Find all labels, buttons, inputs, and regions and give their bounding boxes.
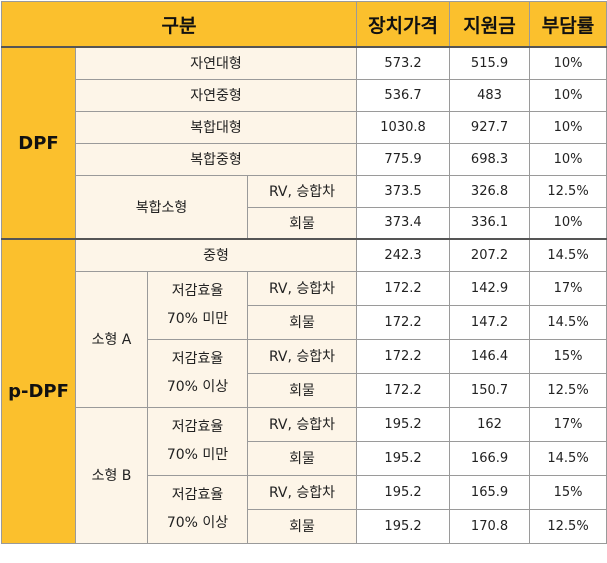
price-cell: 573.2 — [356, 46, 451, 80]
subsidy-cell: 927.7 — [449, 110, 531, 144]
subsidy-cell: 170.8 — [449, 508, 531, 544]
header-subsidy: 지원금 — [449, 1, 531, 48]
subsidy-cell: 207.2 — [449, 238, 531, 272]
price-cell: 195.2 — [356, 440, 451, 476]
table-row: 회물 195.2 166.9 14.5% — [2, 440, 607, 476]
table-row: 회물 172.2 150.7 12.5% — [2, 372, 607, 408]
table-row: 복합중형 775.9 698.3 10% — [2, 142, 607, 176]
efficiency-line-2: 70% 이상 — [166, 515, 229, 531]
burden-cell: 14.5% — [529, 304, 607, 340]
vehicle-type-label: RV, 승합차 — [246, 338, 358, 374]
table-row: 소형 B 저감효율 70% 미만 RV, 승합차 195.2 162 17% — [2, 406, 607, 544]
table-row: 복합소형 RV, 승합차 373.5 326.8 12.5% — [2, 174, 607, 240]
efficiency-line-1: 저감효율 — [171, 419, 224, 435]
burden-cell: 12.5% — [529, 508, 607, 544]
table-row: 소형 A 저감효율 70% 미만 RV, 승합차 172.2 142.9 17% — [2, 270, 607, 408]
table-row: p-DPF 중형 242.3 207.2 14.5% — [1, 238, 607, 544]
table-row: 회물 195.2 170.8 12.5% — [2, 508, 607, 544]
subsidy-cell: 326.8 — [449, 174, 531, 208]
vehicle-type-label: RV, 승합차 — [246, 174, 358, 208]
efficiency-label: 저감효율 70% 미만 — [147, 406, 248, 476]
efficiency-line-1: 저감효율 — [171, 283, 224, 299]
burden-cell: 15% — [529, 338, 607, 374]
category-label: 자연중형 — [74, 78, 358, 112]
price-cell: 172.2 — [356, 304, 451, 340]
burden-cell: 17% — [529, 406, 607, 442]
vehicle-type-label: 회물 — [246, 372, 358, 408]
category-label: 중형 — [74, 238, 358, 272]
efficiency-line-2: 70% 미만 — [166, 311, 229, 327]
subsidy-cell: 142.9 — [449, 270, 531, 306]
efficiency-label: 저감효율 70% 미만 — [147, 270, 248, 340]
burden-cell: 10% — [529, 110, 607, 144]
price-cell: 195.2 — [356, 508, 451, 544]
table-row: 저감효율 70% 이상 RV, 승합차 172.2 146.4 15% — [2, 338, 607, 408]
burden-cell: 10% — [529, 206, 607, 240]
vehicle-type-label: RV, 승합차 — [246, 406, 358, 442]
group-label-pdpf: p-DPF — [1, 238, 76, 544]
subsidy-cell: 165.9 — [449, 474, 531, 510]
price-cell: 195.2 — [356, 474, 451, 510]
price-cell: 242.3 — [356, 238, 451, 272]
efficiency-label: 저감효율 70% 이상 — [147, 474, 248, 544]
subsidy-cell: 515.9 — [449, 46, 531, 80]
table-row: 저감효율 70% 이상 RV, 승합차 195.2 165.9 15% — [2, 474, 607, 544]
header-price: 장치가격 — [356, 1, 451, 48]
subsidy-table: 구분 장치가격 지원금 부담률 DPF 자연대형 573.2 515.9 10%… — [0, 1, 607, 544]
category-label: 복합소형 — [75, 174, 248, 240]
price-cell: 373.5 — [356, 174, 451, 208]
price-cell: 195.2 — [356, 406, 451, 442]
burden-cell: 14.5% — [529, 440, 607, 476]
vehicle-type-label: 회물 — [246, 440, 358, 476]
burden-cell: 10% — [529, 142, 607, 176]
burden-cell: 14.5% — [529, 238, 607, 272]
burden-cell: 12.5% — [529, 174, 607, 208]
table-row: DPF 자연대형 573.2 515.9 10% — [1, 46, 607, 240]
price-cell: 1030.8 — [356, 110, 451, 144]
price-cell: 373.4 — [356, 206, 451, 240]
efficiency-line-1: 저감효율 — [171, 487, 224, 503]
burden-cell: 12.5% — [529, 372, 607, 408]
efficiency-line-2: 70% 이상 — [166, 379, 229, 395]
category-label: 자연대형 — [74, 46, 358, 80]
subsidy-cell: 166.9 — [449, 440, 531, 476]
vehicle-type-label: RV, 승합차 — [246, 270, 358, 306]
group-label-dpf: DPF — [1, 46, 76, 240]
efficiency-line-2: 70% 미만 — [166, 447, 229, 463]
category-label: 소형 B — [75, 406, 148, 544]
vehicle-type-label: 회물 — [246, 206, 358, 240]
vehicle-type-label: 회물 — [246, 508, 358, 544]
table-row: 회물 172.2 147.2 14.5% — [2, 304, 607, 340]
price-cell: 172.2 — [356, 338, 451, 374]
efficiency-line-1: 저감효율 — [171, 351, 224, 367]
burden-cell: 17% — [529, 270, 607, 306]
subsidy-cell: 698.3 — [449, 142, 531, 176]
price-cell: 172.2 — [356, 372, 451, 408]
efficiency-label: 저감효율 70% 이상 — [147, 338, 248, 408]
subsidy-cell: 162 — [449, 406, 531, 442]
vehicle-type-label: RV, 승합차 — [246, 474, 358, 510]
table-row: 복합대형 1030.8 927.7 10% — [2, 110, 607, 144]
burden-cell: 15% — [529, 474, 607, 510]
category-label: 복합중형 — [74, 142, 358, 176]
header-row: 구분 장치가격 지원금 부담률 — [0, 1, 607, 48]
vehicle-type-label: 회물 — [246, 304, 358, 340]
burden-cell: 10% — [529, 46, 607, 80]
burden-cell: 10% — [529, 78, 607, 112]
subsidy-cell: 147.2 — [449, 304, 531, 340]
subsidy-cell: 483 — [449, 78, 531, 112]
subsidy-cell: 150.7 — [449, 372, 531, 408]
category-label: 복합대형 — [74, 110, 358, 144]
category-label: 소형 A — [75, 270, 148, 408]
table-row: 회물 373.4 336.1 10% — [2, 206, 607, 240]
header-burden: 부담률 — [529, 1, 607, 48]
header-category: 구분 — [0, 1, 358, 48]
price-cell: 536.7 — [356, 78, 451, 112]
price-cell: 775.9 — [356, 142, 451, 176]
subsidy-cell: 336.1 — [449, 206, 531, 240]
table-row: 자연중형 536.7 483 10% — [2, 78, 607, 112]
subsidy-cell: 146.4 — [449, 338, 531, 374]
price-cell: 172.2 — [356, 270, 451, 306]
